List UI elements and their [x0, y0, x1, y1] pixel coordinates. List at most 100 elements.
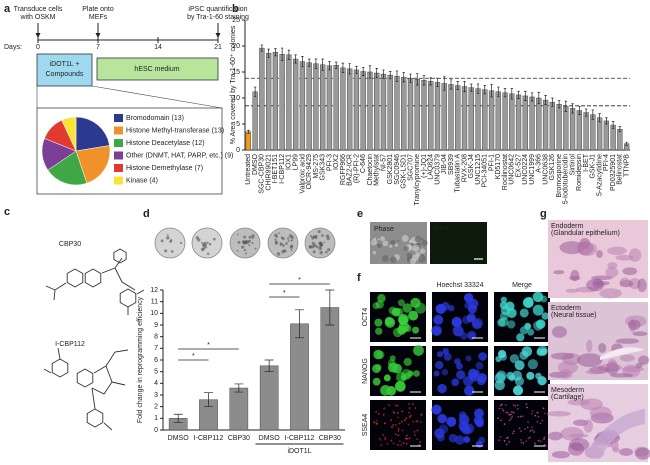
cell — [497, 349, 507, 359]
colony-spot — [285, 242, 288, 245]
tissue — [637, 278, 647, 293]
colony-spot — [164, 249, 168, 253]
error-bar — [584, 108, 588, 117]
x-tick-label: DMSO — [259, 435, 281, 442]
colony-spot — [202, 247, 206, 250]
colony-spot — [160, 239, 164, 243]
bar — [421, 80, 427, 151]
colony-spot — [274, 233, 278, 237]
cell — [394, 307, 404, 317]
cell — [380, 385, 391, 396]
tissue — [615, 254, 634, 261]
cell — [519, 350, 529, 360]
cell — [373, 421, 376, 424]
cell — [512, 385, 524, 396]
texture — [408, 240, 412, 244]
cell — [494, 379, 505, 391]
column-label: Merge — [512, 282, 532, 289]
colony-spot — [290, 239, 294, 242]
cell — [504, 301, 515, 312]
cell — [377, 294, 386, 303]
bar — [313, 63, 319, 151]
day-label: 0 — [36, 44, 40, 51]
tissue — [550, 352, 575, 360]
tissue — [589, 406, 612, 420]
row-label: OCT4 — [362, 308, 369, 327]
legend-label: Histone Deacetylase (12) — [126, 140, 205, 147]
day-label: 21 — [214, 44, 222, 51]
cell — [448, 433, 458, 443]
cell — [526, 406, 528, 409]
tissue — [619, 448, 634, 456]
structure-bond — [45, 282, 67, 301]
tissue — [569, 433, 589, 438]
bar — [461, 86, 468, 151]
texture — [397, 239, 400, 243]
bar — [441, 83, 447, 151]
column-label: Hoechst 33324 — [436, 282, 483, 289]
cell — [517, 415, 520, 418]
legend-label: Bromodomain (13) — [126, 115, 184, 122]
error-bar — [389, 71, 392, 80]
cell — [402, 303, 412, 313]
error-bar — [422, 75, 426, 86]
cell — [462, 425, 472, 435]
colony-spot — [206, 252, 210, 256]
panel-letter: c — [4, 206, 10, 218]
texture — [401, 234, 409, 242]
bar — [380, 73, 387, 151]
colony-spot — [325, 250, 328, 254]
structure-bond — [91, 349, 129, 395]
bar — [290, 323, 309, 431]
error-bar — [551, 97, 554, 107]
y-tick-label: 12 — [150, 287, 158, 294]
tissue — [565, 288, 579, 293]
cell — [500, 296, 508, 303]
step-label: iPSC quantification — [188, 6, 247, 13]
cell — [508, 413, 511, 416]
cell — [398, 321, 410, 333]
x-tick-label: Valproic acid — [299, 154, 306, 194]
error-bar — [443, 76, 446, 91]
cell — [379, 438, 382, 441]
x-tick-label: GSK-J4 — [468, 154, 475, 179]
y-tick-label: 0 — [236, 147, 240, 154]
tissue — [586, 339, 593, 353]
texture — [412, 254, 419, 261]
texture — [370, 238, 378, 246]
cell — [373, 349, 383, 360]
error-bar — [618, 126, 622, 133]
tissue — [635, 362, 643, 369]
structure-name: CBP30 — [59, 241, 81, 248]
colony-spot — [289, 245, 293, 249]
x-tick-label: CBP30 — [319, 435, 341, 442]
cell — [514, 376, 525, 386]
cell — [408, 310, 419, 321]
error-bar — [409, 73, 412, 83]
gfp-image — [430, 222, 487, 264]
cell — [511, 410, 513, 413]
error-bar — [605, 117, 608, 125]
x-tick-label: EX-527 — [515, 154, 522, 177]
bar — [320, 307, 340, 431]
cell — [525, 440, 528, 443]
x-tick-label: NI-57 — [380, 154, 387, 171]
cell — [542, 407, 545, 410]
cell — [540, 348, 548, 355]
cell — [536, 420, 539, 423]
cell — [413, 370, 420, 377]
error-bar — [368, 65, 372, 79]
colony-spot — [251, 234, 255, 238]
cell — [509, 354, 519, 364]
x-tick-label: Tubastatin A — [455, 154, 462, 193]
colony-spot — [278, 232, 280, 234]
cell — [407, 423, 410, 426]
x-tick-label: DMSO — [168, 435, 190, 442]
x-tick-label: PCI-34051 — [482, 154, 489, 188]
medium-box — [96, 57, 219, 81]
cell — [413, 430, 416, 433]
cell — [476, 376, 486, 386]
bar — [502, 92, 508, 151]
cell — [543, 438, 545, 441]
cell — [526, 426, 529, 429]
